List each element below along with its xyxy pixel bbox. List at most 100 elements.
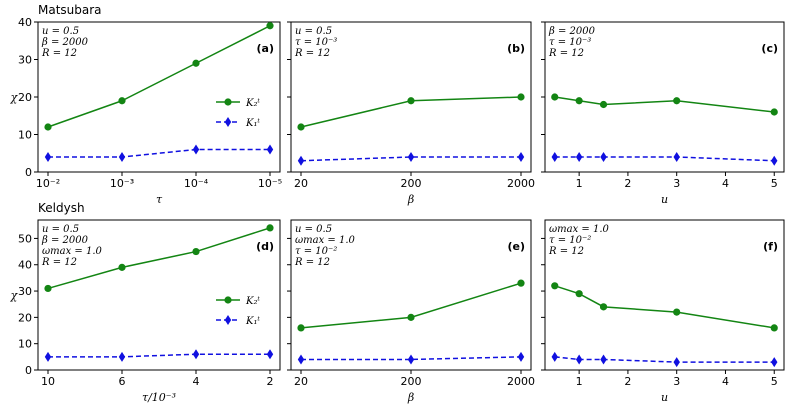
data-point-k1: [771, 155, 778, 166]
parameter-annotation: R = 12: [294, 257, 330, 268]
legend-marker-k1: [224, 315, 232, 325]
y-tick-label: 10: [18, 129, 32, 142]
data-point-k2: [192, 247, 200, 256]
x-tick-label: 10: [41, 375, 55, 388]
parameter-annotation: τ = 10⁻³: [549, 37, 591, 48]
series-line-k2: [47, 25, 271, 128]
x-tick-label: 4: [193, 375, 200, 388]
data-point-k1: [407, 354, 415, 365]
data-point-k2: [407, 97, 415, 105]
x-tick-label: 200: [401, 177, 422, 190]
parameter-annotation: τ = 10⁻²: [295, 246, 337, 257]
data-point-k1: [517, 152, 525, 162]
parameter-annotation: u = 0.5: [295, 26, 332, 37]
x-tick-label: 2000: [507, 375, 535, 388]
parameter-annotation: u = 0.5: [42, 224, 79, 235]
data-point-k1: [551, 351, 558, 362]
parameter-annotation: R = 12: [41, 257, 77, 268]
data-point-k2: [192, 59, 200, 67]
data-point-k1: [297, 354, 305, 365]
parameter-annotation: β = 2000: [41, 235, 89, 246]
data-point-k1: [118, 351, 126, 362]
x-tick-label: 2000: [507, 177, 535, 190]
parameter-annotation: β = 2000: [548, 26, 596, 37]
data-point-k1: [44, 152, 52, 162]
legend-marker-k1: [224, 117, 232, 127]
series-line-k2: [554, 285, 775, 329]
panel-d: 10 6 4 2 τ/10⁻³ 0 10 20 30 40 50 χ u = 0.5β = 2000ωm…: [10, 219, 281, 404]
legend-marker-k2: [224, 98, 232, 106]
axes-frame: [544, 219, 785, 371]
data-point-k2: [44, 284, 52, 293]
data-point-k2: [297, 123, 305, 131]
data-point-k2: [551, 93, 559, 101]
panel-label: (e): [507, 240, 525, 253]
parameter-annotation: R = 12: [41, 48, 77, 59]
panel-label: (a): [257, 42, 274, 55]
x-tick-label: 3: [673, 177, 680, 190]
axes-frame: [37, 219, 281, 371]
series-line-k1: [48, 148, 270, 158]
data-point-k2: [517, 279, 525, 287]
x-tick-label: 4: [722, 177, 729, 190]
x-tick-label: 20: [294, 177, 308, 190]
y-tick-label: 40: [18, 16, 32, 29]
data-point-k1: [297, 155, 305, 166]
y-tick-label: 10: [18, 338, 32, 351]
data-point-k2: [44, 123, 52, 131]
row-title-matsubara: Matsubara: [38, 3, 102, 17]
parameter-annotation: ωmax = 1.0: [295, 235, 356, 246]
data-point-k2: [118, 263, 126, 271]
x-tick-label: 2: [624, 177, 631, 190]
data-point-k2: [673, 97, 681, 105]
parameter-annotation: u = 0.5: [42, 26, 79, 37]
legend-label: K₂ᵗ: [245, 98, 260, 109]
legend-label: K₂ᵗ: [245, 296, 260, 307]
x-tick-label: 3: [673, 375, 680, 388]
parameter-annotation: ωmax = 1.0: [42, 246, 103, 257]
x-tick-label: 1: [576, 375, 583, 388]
data-point-k1: [551, 152, 558, 162]
data-point-k1: [673, 152, 680, 162]
data-point-k2: [599, 303, 608, 311]
parameter-annotation: u = 0.5: [295, 224, 332, 235]
data-point-k2: [673, 308, 681, 316]
data-point-k1: [266, 144, 274, 155]
data-point-k2: [770, 108, 778, 116]
parameter-annotation: τ = 10⁻³: [295, 37, 337, 48]
data-point-k2: [575, 97, 583, 105]
parameter-annotation: ωmax = 1.0: [549, 224, 610, 235]
series-line-k2: [300, 282, 522, 329]
legend-label: K₁ᵗ: [245, 316, 260, 327]
x-tick-label: 5: [771, 375, 778, 388]
data-point-k1: [118, 152, 126, 162]
series-line-k1: [554, 356, 775, 363]
x-tick-label: 10⁻⁵: [258, 177, 282, 190]
y-tick-label: 50: [18, 232, 32, 245]
y-tick-label: 20: [18, 311, 32, 324]
row-title-keldysh: Keldysh: [38, 201, 85, 215]
x-tick-label: 1: [576, 177, 583, 190]
x-axis-label: τ: [156, 193, 163, 206]
data-point-k1: [407, 152, 415, 162]
data-point-k1: [192, 349, 200, 360]
panel-label: (d): [256, 240, 274, 253]
data-point-k2: [407, 313, 415, 321]
data-point-k2: [517, 93, 525, 101]
x-tick-label: 2: [267, 375, 274, 388]
y-tick-label: 20: [18, 91, 32, 104]
x-tick-label: 200: [401, 375, 422, 388]
data-point-k1: [266, 349, 274, 360]
panel-label: (b): [507, 42, 525, 55]
x-tick-label: 20: [294, 375, 308, 388]
data-point-k2: [599, 100, 608, 109]
x-tick-label: 10⁻³: [110, 177, 134, 190]
data-point-k1: [673, 357, 680, 368]
series-line-k1: [554, 156, 775, 162]
data-point-k1: [600, 152, 607, 162]
x-axis-label: τ/10⁻³: [142, 391, 176, 404]
panel-f: 1 2 3 4 5 u ωmax = 1.0τ = 10⁻²R = 12 (f): [541, 219, 785, 404]
